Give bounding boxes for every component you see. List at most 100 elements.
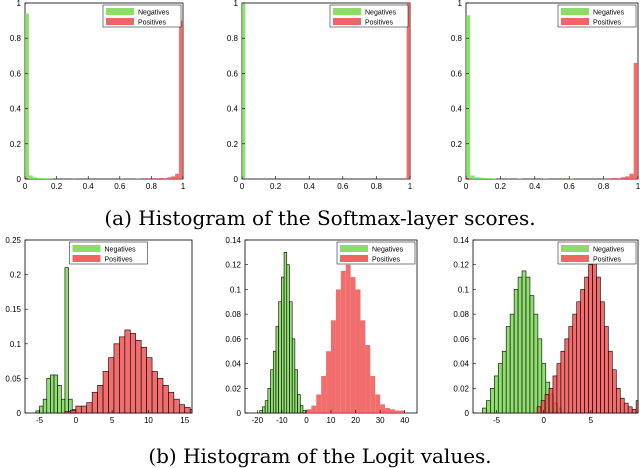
y-tick-label: 0.04 [225,360,241,369]
bar-negatives [65,268,69,413]
y-tick-label: 0.12 [453,261,469,270]
legend-swatch-negatives [106,8,134,15]
bar-negatives [479,178,483,179]
bar-positives [141,347,146,413]
bar-positives [159,178,163,179]
y-tick-label: 1 [17,0,22,8]
bar-positives [190,410,192,413]
bar-positives [76,406,81,413]
bar-positives [545,394,549,413]
legend-label-positives: Positives [593,20,622,27]
bar-positives [125,330,130,413]
bar-negatives [483,178,487,179]
bar-negatives [295,370,298,413]
y-tick-label: 0.06 [453,335,469,344]
y-tick-label: 1 [458,0,463,8]
bar-positives [620,398,624,413]
x-tick-label: 20 [351,416,360,425]
bar-negatives [569,178,573,179]
bar-negatives [54,375,58,413]
bar-negatives [260,411,263,413]
bar-negatives [488,178,492,179]
bar-positives [356,289,361,413]
bar-negatives [300,406,303,413]
x-tick-label: 0.2 [51,182,63,191]
x-tick-label: -5 [36,416,44,425]
bar-positives [549,388,553,413]
bar-positives [147,358,152,413]
x-tick-label: 0.4 [83,182,95,191]
bar-negatives [262,407,265,413]
x-tick-label: -20 [252,416,264,425]
bar-negatives [492,178,496,179]
x-tick-label: 1 [636,182,640,191]
bar-positives [604,178,608,179]
y-tick-label: 0.1 [230,285,242,294]
bar-negatives [33,177,37,179]
legend-swatch-positives [333,18,361,25]
bar-negatives [281,277,284,413]
bar-positives [370,376,375,413]
x-tick-label: 5 [589,416,594,425]
bar-positives [109,358,114,413]
y-tick-label: 0.6 [451,69,463,78]
bar-positives [600,302,604,413]
bar-positives [621,177,625,179]
legend-swatch-positives [340,255,368,262]
y-tick-label: 0 [458,175,463,184]
bar-positives [98,385,103,413]
legend-swatch-positives [561,18,589,25]
bar-positives [103,371,108,413]
legend-label-positives: Positives [138,20,167,27]
legend-label-negatives: Negatives [593,247,625,254]
bar-positives [380,404,385,413]
bar-positives [351,277,356,413]
bar-positives [632,409,636,413]
bar-positives [612,370,616,413]
bar-positives [346,265,351,413]
x-tick-label: 0.8 [146,182,158,191]
bar-negatives [486,401,490,413]
y-tick-label: 1 [234,0,239,8]
bar-negatives [47,378,51,413]
x-tick-label: 40 [400,416,409,425]
bar-negatives [534,314,538,413]
bar-negatives [45,178,49,179]
legend-swatch-negatives [561,8,589,15]
bar-negatives [268,388,271,413]
x-tick-label: 10 [327,416,336,425]
bar-positives [87,403,92,413]
y-tick-label: 0.08 [453,310,469,319]
y-tick-label: 0 [237,409,242,418]
bar-negatives [43,399,47,413]
bar-positives [385,408,390,413]
legend-swatch-positives [106,18,134,25]
bar-positives [130,333,135,413]
bar-positives [65,412,70,413]
bar-positives [360,320,365,413]
y-tick-label: 0.12 [225,261,241,270]
bar-positives [152,371,157,413]
bar-positives [171,176,175,179]
x-tick-label: 15 [180,416,189,425]
y-tick-label: 0.2 [10,271,22,280]
bar-positives [175,174,179,179]
bar-positives [174,399,179,413]
bar-positives [179,405,184,413]
bar-positives [581,289,585,413]
bar-positives [537,407,541,413]
bar-positives [365,345,370,413]
bar-negatives [303,411,306,413]
bar-positives [616,388,620,413]
y-tick-label: 0.14 [225,236,241,245]
legend-label-negatives: Negatives [105,247,137,254]
bar-negatives [514,289,518,413]
bar-negatives [287,265,290,413]
bar-negatives [41,178,45,179]
